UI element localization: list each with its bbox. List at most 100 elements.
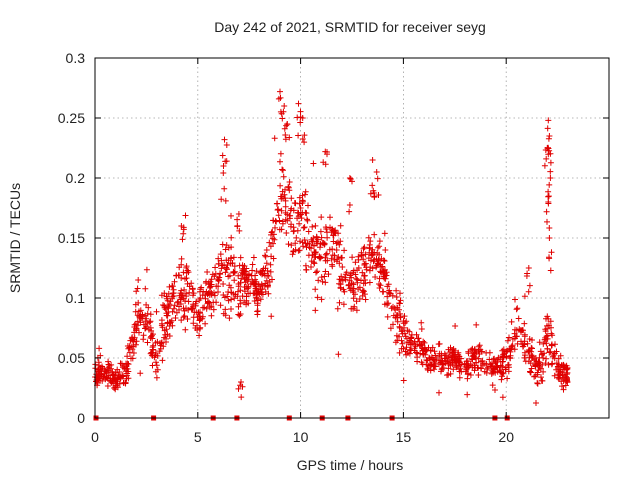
data-point <box>544 322 550 329</box>
spike-point <box>282 136 289 143</box>
data-point <box>469 346 476 353</box>
data-point <box>215 277 222 284</box>
data-point <box>328 255 335 262</box>
data-point <box>521 320 528 327</box>
data-point <box>515 315 522 322</box>
data-point <box>499 373 505 380</box>
data-points <box>92 88 571 421</box>
data-point <box>490 369 496 376</box>
data-point <box>211 292 218 299</box>
data-point <box>237 254 244 261</box>
data-point <box>509 336 516 342</box>
data-point <box>321 240 328 247</box>
data-point <box>241 288 248 295</box>
data-point <box>465 363 472 369</box>
data-point <box>134 322 141 329</box>
data-point <box>545 361 552 368</box>
data-point <box>465 370 471 377</box>
data-point <box>474 364 481 371</box>
data-point <box>289 251 296 258</box>
data-point <box>280 173 287 180</box>
data-point <box>279 166 286 173</box>
data-point <box>349 254 356 261</box>
data-point <box>374 250 381 256</box>
data-point <box>323 250 330 257</box>
data-point <box>272 218 279 225</box>
data-point <box>418 326 425 332</box>
data-point <box>197 315 204 322</box>
data-point <box>232 291 239 298</box>
y-tick-label: 0.2 <box>66 170 86 186</box>
data-point <box>359 269 366 276</box>
data-point <box>148 333 154 340</box>
data-point <box>222 312 229 319</box>
data-point <box>533 400 539 406</box>
data-point <box>103 369 110 376</box>
data-point <box>126 349 133 356</box>
data-point <box>166 283 173 290</box>
data-point <box>514 305 521 312</box>
y-tick-label: 0.15 <box>58 230 85 246</box>
data-point <box>137 307 144 314</box>
data-point <box>311 260 318 267</box>
data-point <box>406 328 413 335</box>
spike-point <box>546 133 553 139</box>
data-point <box>251 280 258 287</box>
data-point <box>554 363 561 370</box>
data-point <box>418 319 425 326</box>
data-point <box>181 307 188 314</box>
spike-point <box>286 134 293 141</box>
data-point <box>282 186 288 193</box>
data-point <box>302 191 308 198</box>
data-point <box>366 267 373 274</box>
data-point <box>408 334 415 341</box>
data-point <box>190 320 197 327</box>
data-point <box>376 238 383 245</box>
data-point <box>549 342 555 349</box>
data-point <box>500 351 507 358</box>
data-point <box>188 280 195 287</box>
data-point <box>208 289 215 296</box>
data-point <box>304 217 311 224</box>
data-point <box>222 306 229 313</box>
data-point <box>274 200 281 207</box>
data-point <box>259 267 266 274</box>
data-point <box>403 318 410 325</box>
data-point <box>382 275 389 282</box>
data-point <box>304 216 310 223</box>
data-point <box>297 205 304 211</box>
data-point <box>549 353 556 360</box>
data-point <box>262 253 269 260</box>
data-point <box>513 306 520 313</box>
data-point <box>238 275 245 282</box>
data-point <box>329 252 336 259</box>
data-point <box>336 276 343 283</box>
data-point <box>322 251 329 258</box>
data-point <box>194 322 200 329</box>
data-point <box>381 258 388 264</box>
data-point <box>284 211 291 218</box>
data-point <box>117 360 124 367</box>
data-point <box>396 323 403 330</box>
spike-point <box>346 202 353 208</box>
data-point <box>316 254 323 261</box>
data-point <box>350 267 357 274</box>
data-point <box>153 374 160 381</box>
data-point <box>301 237 308 243</box>
data-point <box>312 307 319 314</box>
data-point <box>393 287 400 294</box>
data-point <box>389 292 396 299</box>
data-point <box>185 306 192 313</box>
spike-point <box>284 121 291 128</box>
data-point <box>504 337 511 344</box>
data-point <box>377 268 384 275</box>
data-point <box>475 372 482 378</box>
spike-point <box>546 235 553 241</box>
data-point <box>382 247 389 253</box>
data-point <box>169 308 176 315</box>
spike-point <box>239 383 246 390</box>
data-point <box>253 268 260 275</box>
data-point <box>116 380 123 387</box>
data-point <box>456 366 463 373</box>
data-point <box>475 343 482 350</box>
